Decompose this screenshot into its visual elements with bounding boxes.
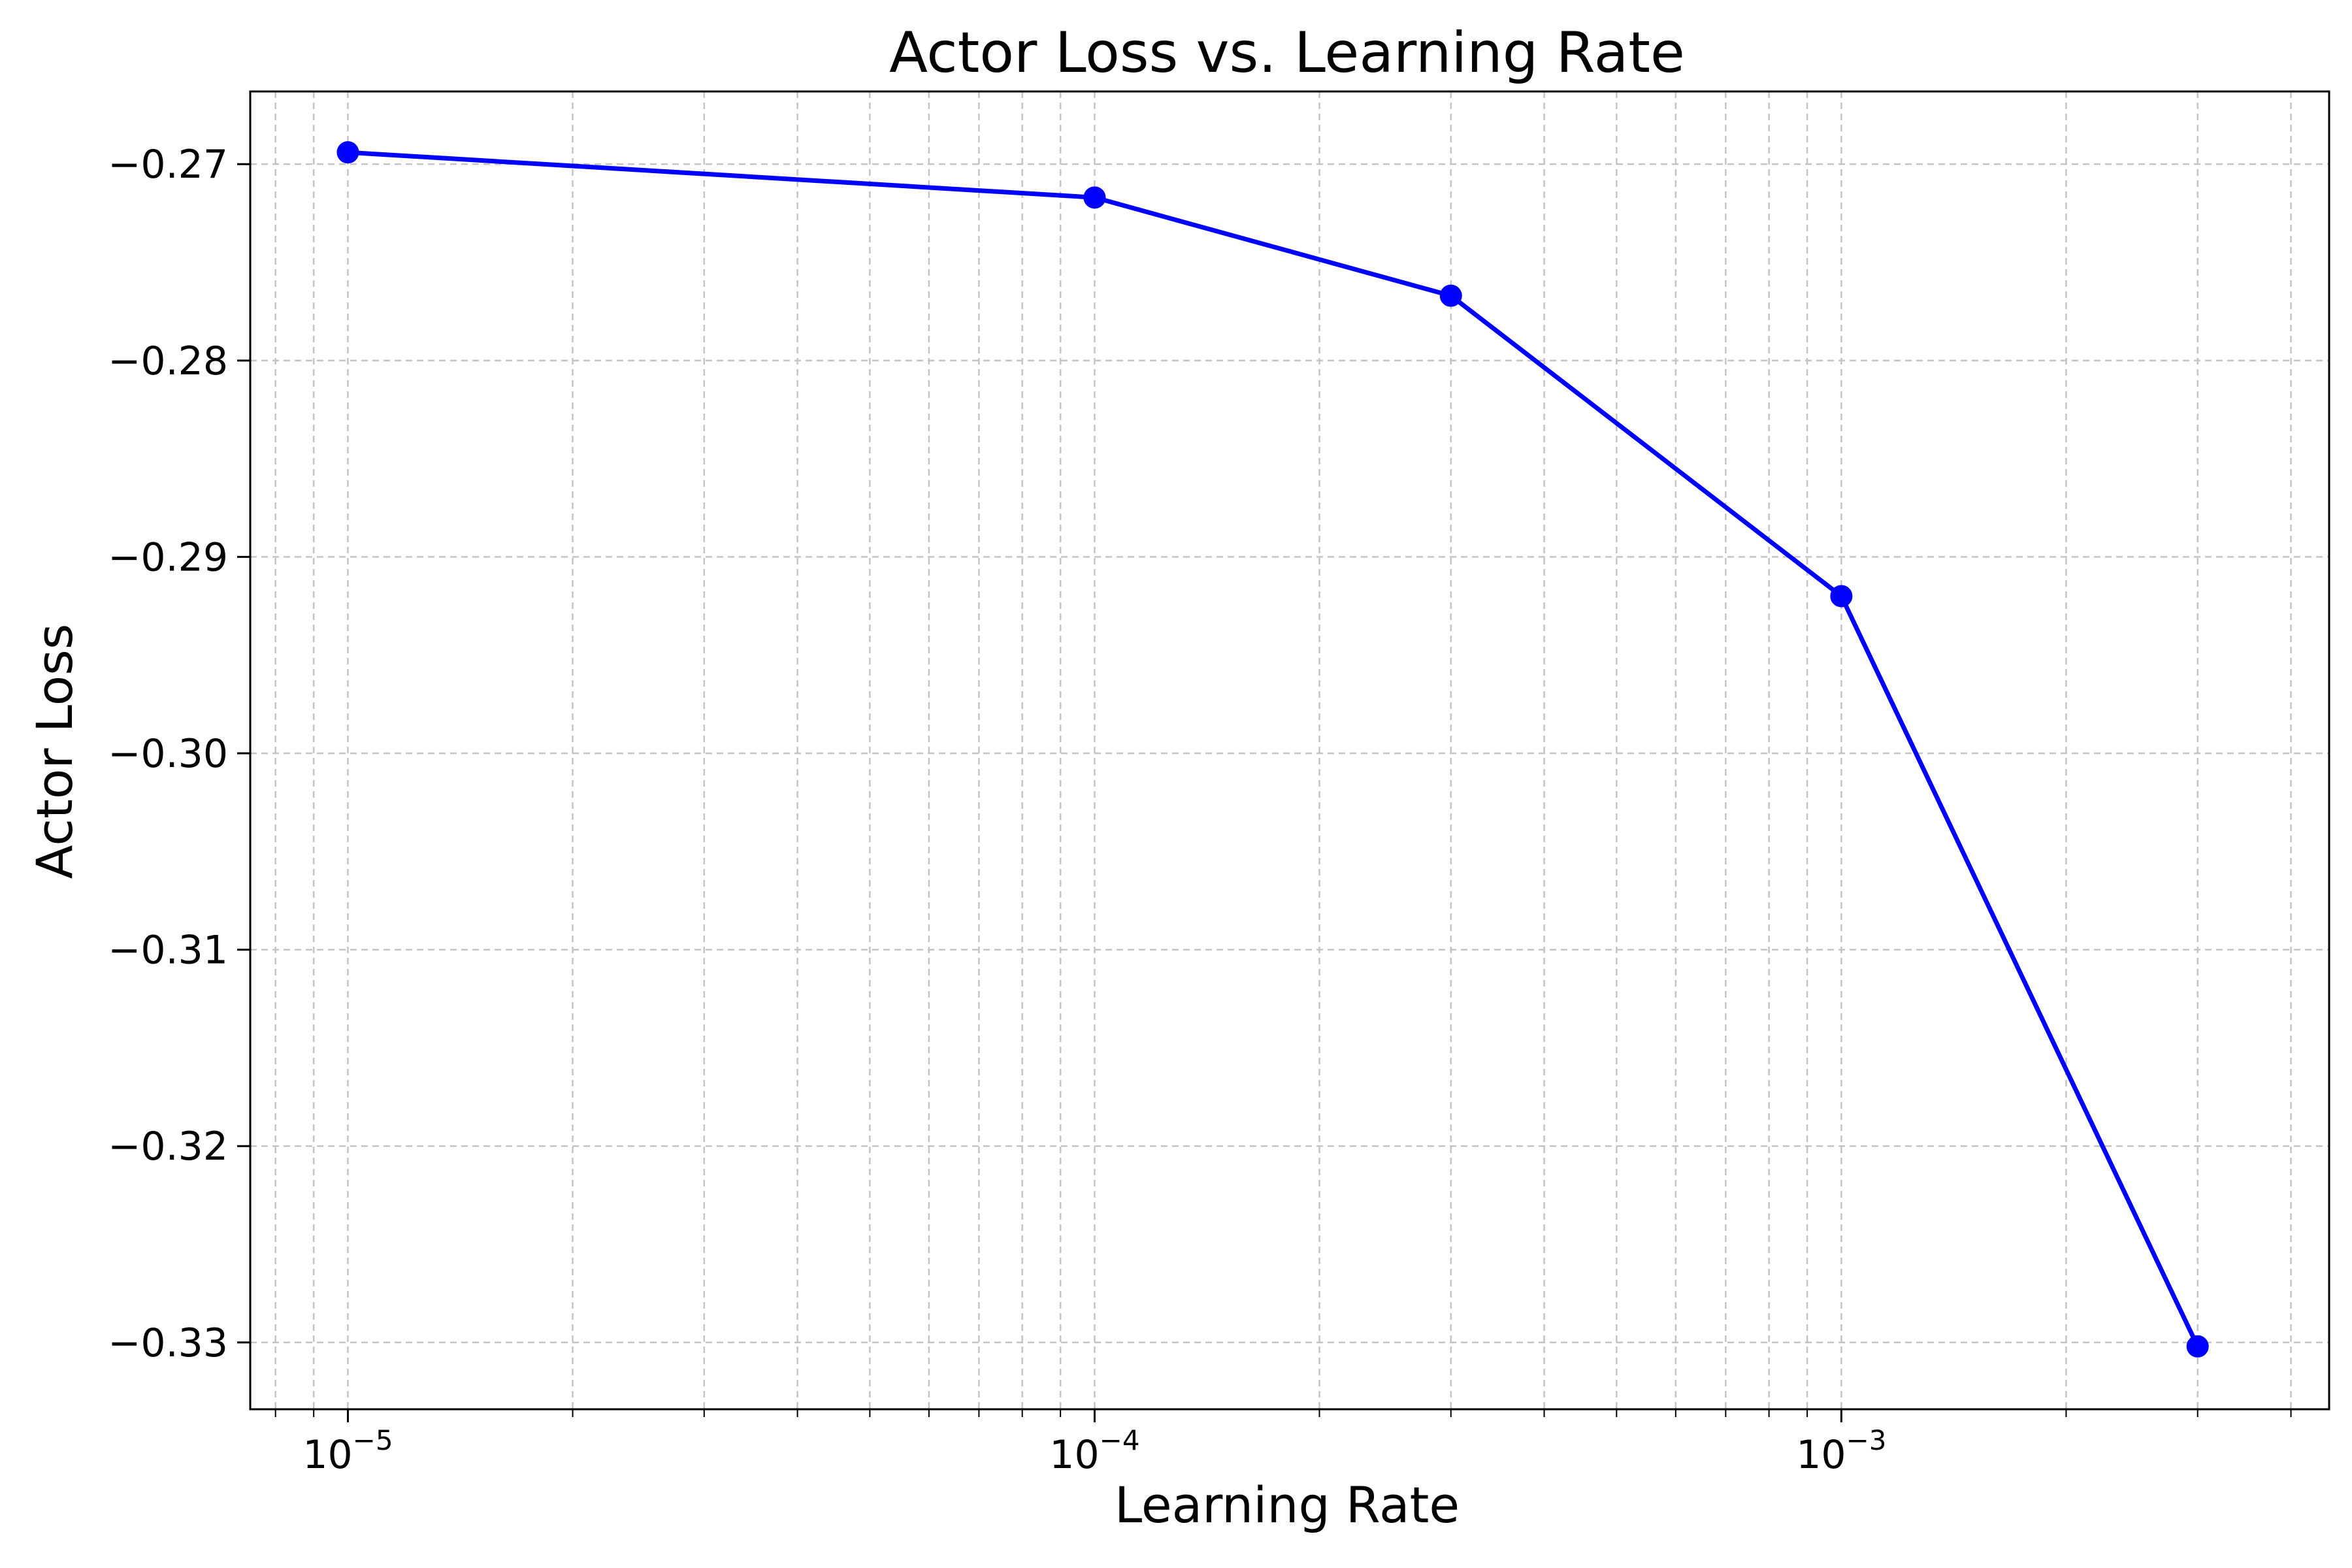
y-tick-label: −0.33 bbox=[108, 1320, 228, 1366]
y-tick-label: −0.27 bbox=[108, 142, 228, 188]
x-tick-label: 10−5 bbox=[302, 1424, 393, 1478]
data-point-marker bbox=[2186, 1335, 2209, 1358]
y-tick-label: −0.28 bbox=[108, 338, 228, 384]
ticks bbox=[237, 163, 2292, 1422]
y-tick-label: −0.32 bbox=[108, 1124, 228, 1169]
grid bbox=[250, 91, 2329, 1409]
chart-title: Actor Loss vs. Learning Rate bbox=[889, 20, 1685, 86]
x-tick-label: 10−4 bbox=[1049, 1424, 1139, 1478]
y-tick-label: −0.31 bbox=[108, 928, 228, 973]
y-axis-label: Actor Loss bbox=[25, 624, 84, 879]
labels: Actor Loss vs. Learning Rate Learning Ra… bbox=[25, 20, 1887, 1534]
series-layer bbox=[336, 141, 2209, 1358]
y-tick-label: −0.29 bbox=[108, 534, 228, 580]
plot-frame bbox=[249, 90, 2330, 1411]
data-point-marker bbox=[336, 141, 359, 164]
data-point-marker bbox=[1439, 284, 1462, 307]
x-tick-label: 10−3 bbox=[1796, 1424, 1886, 1478]
x-axis-label: Learning Rate bbox=[1115, 1476, 1460, 1534]
data-point-marker bbox=[1083, 186, 1106, 209]
data-point-marker bbox=[1830, 585, 1853, 608]
y-tick-label: −0.30 bbox=[108, 731, 228, 777]
